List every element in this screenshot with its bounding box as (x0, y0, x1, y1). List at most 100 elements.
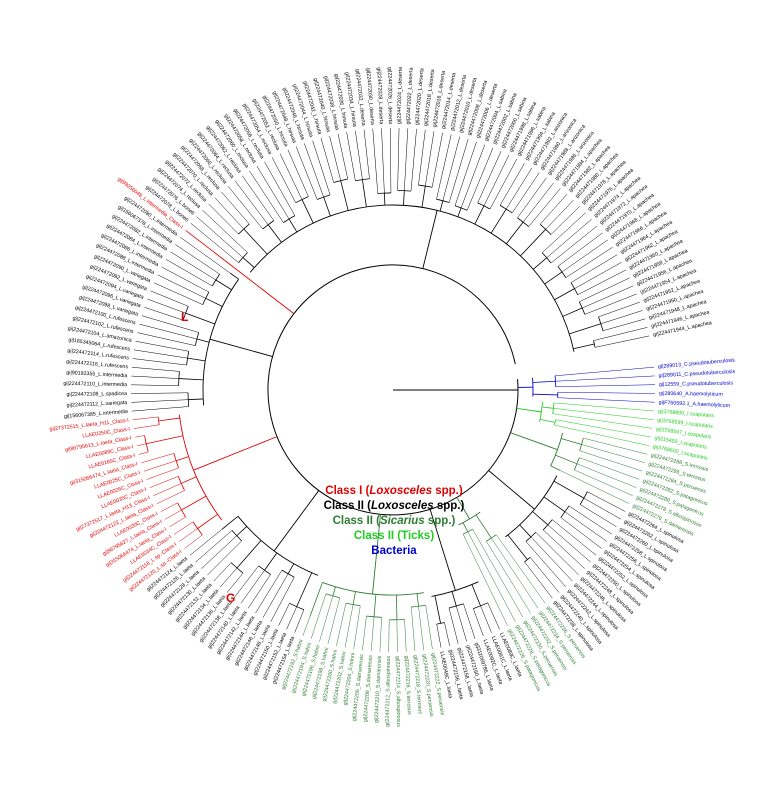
legend-class-ii-sic-prefix: Class II ( (332, 515, 380, 527)
leaf-branch (363, 129, 370, 179)
leaf-label: gi|90192355_L.intermedia (66, 370, 127, 379)
leaf-label: gi|F760592.1_A.haemolyticum (659, 400, 731, 409)
subclade-stem (296, 572, 313, 607)
leaf-branch (169, 516, 186, 528)
leaf-branch (477, 151, 502, 204)
leaf-branch (574, 262, 622, 289)
leaf-branch (344, 604, 354, 648)
leaf-branch (559, 470, 630, 504)
leaf-branch (553, 408, 654, 420)
leaf-branch (131, 384, 179, 386)
subclade-stem (421, 185, 426, 208)
leaf-branch (242, 175, 275, 221)
leaf-branch (249, 170, 284, 223)
subclade-stem (451, 591, 457, 607)
leaf-branch (390, 128, 392, 193)
leaf-branch (425, 605, 433, 650)
legend-class-ii-lox-genus: Loxosceles (370, 500, 434, 512)
leaf-branch (144, 307, 184, 321)
leaf-branch (540, 193, 568, 225)
subclade-stem (236, 540, 262, 569)
leaf-branch (150, 290, 189, 307)
legend-class-i-suffix: spp.) (432, 485, 463, 497)
leaf-branch (570, 254, 618, 283)
subclade-stem (309, 582, 323, 617)
leaf-branch (600, 310, 643, 324)
leaf-branch (579, 504, 617, 527)
leaf-branch (554, 424, 650, 446)
subclade-stem (532, 257, 547, 270)
subclade-arc (283, 215, 296, 223)
subclade-stem (532, 511, 549, 526)
leaf-branch (226, 572, 244, 593)
legend-class-ii-sic-suffix: spp.) (424, 515, 456, 527)
leaf-label: gi|224472116_L.rufescens (66, 359, 129, 370)
leaf-branch (555, 419, 651, 438)
subclade-arc (554, 375, 557, 387)
group-arc (539, 401, 543, 422)
leaf-branch (404, 619, 407, 652)
subclade-arc (560, 505, 570, 518)
leaf-branch (565, 246, 613, 278)
legend: Class I (Loxosceles spp.) Class II (Loxo… (289, 484, 499, 559)
leaf-branch (135, 435, 145, 438)
leaf-branch (213, 562, 232, 582)
leaf-label: gi|224472208_S.damarensis (363, 655, 375, 723)
subclade-stem (205, 297, 223, 307)
subclade-arc (557, 266, 567, 278)
clade-marker-g: G (226, 591, 236, 605)
subclade-stem (554, 288, 575, 301)
subclade-arc (211, 273, 220, 287)
subclade-stem (236, 526, 248, 537)
leaf-branch (425, 131, 435, 187)
subclade-stem (352, 591, 356, 605)
leaf-branch (141, 315, 199, 333)
subclade-arc (178, 371, 180, 386)
subclade-arc (238, 252, 248, 263)
leaf-branch (131, 375, 179, 379)
subclade-stem (544, 271, 563, 285)
leaf-label: gi|156067385_L.intermedia (64, 409, 128, 420)
leaf-branch (319, 595, 334, 642)
subclade-stem (181, 476, 197, 484)
subclade-arc (542, 519, 553, 531)
leaf-branch (304, 143, 324, 198)
leaf-branch (456, 605, 467, 642)
leaf-branch (436, 624, 442, 648)
leaf-branch (149, 476, 179, 488)
leaf-branch (525, 541, 567, 588)
leaf-branch (593, 327, 648, 341)
leaf-branch (185, 229, 187, 232)
subclade-arc (517, 217, 529, 227)
subclade-stem (264, 552, 278, 571)
group-stem (193, 436, 278, 471)
leaf-branch (196, 216, 244, 258)
leaf-branch (256, 166, 290, 220)
subclade-stem (332, 586, 336, 596)
leaf-branch (535, 532, 579, 576)
leaf-branch (208, 203, 239, 235)
leaf-branch (189, 529, 223, 556)
leaf-branch (442, 136, 460, 201)
group-arc (322, 582, 424, 596)
subclade-arc (473, 602, 488, 610)
leaf-label: gi|224472026_L.deserta (386, 67, 393, 124)
leaf-branch (552, 519, 597, 556)
leaf-branch (397, 128, 400, 191)
leaf-branch (131, 399, 189, 403)
subclade-stem (215, 279, 232, 291)
leaf-branch (396, 619, 398, 652)
leaf-branch (134, 349, 188, 359)
subclade-stem (243, 228, 268, 255)
leaf-branch (581, 444, 645, 463)
subclade-stem (457, 207, 462, 217)
leaf-branch (133, 424, 160, 429)
leaf-branch (190, 223, 239, 263)
subclade-stem (569, 323, 601, 335)
subclade-stem (416, 593, 419, 607)
leaf-branch (175, 244, 220, 275)
leaf-branch (327, 597, 340, 644)
subclade-stem (475, 514, 492, 539)
leaf-branch (555, 375, 655, 382)
